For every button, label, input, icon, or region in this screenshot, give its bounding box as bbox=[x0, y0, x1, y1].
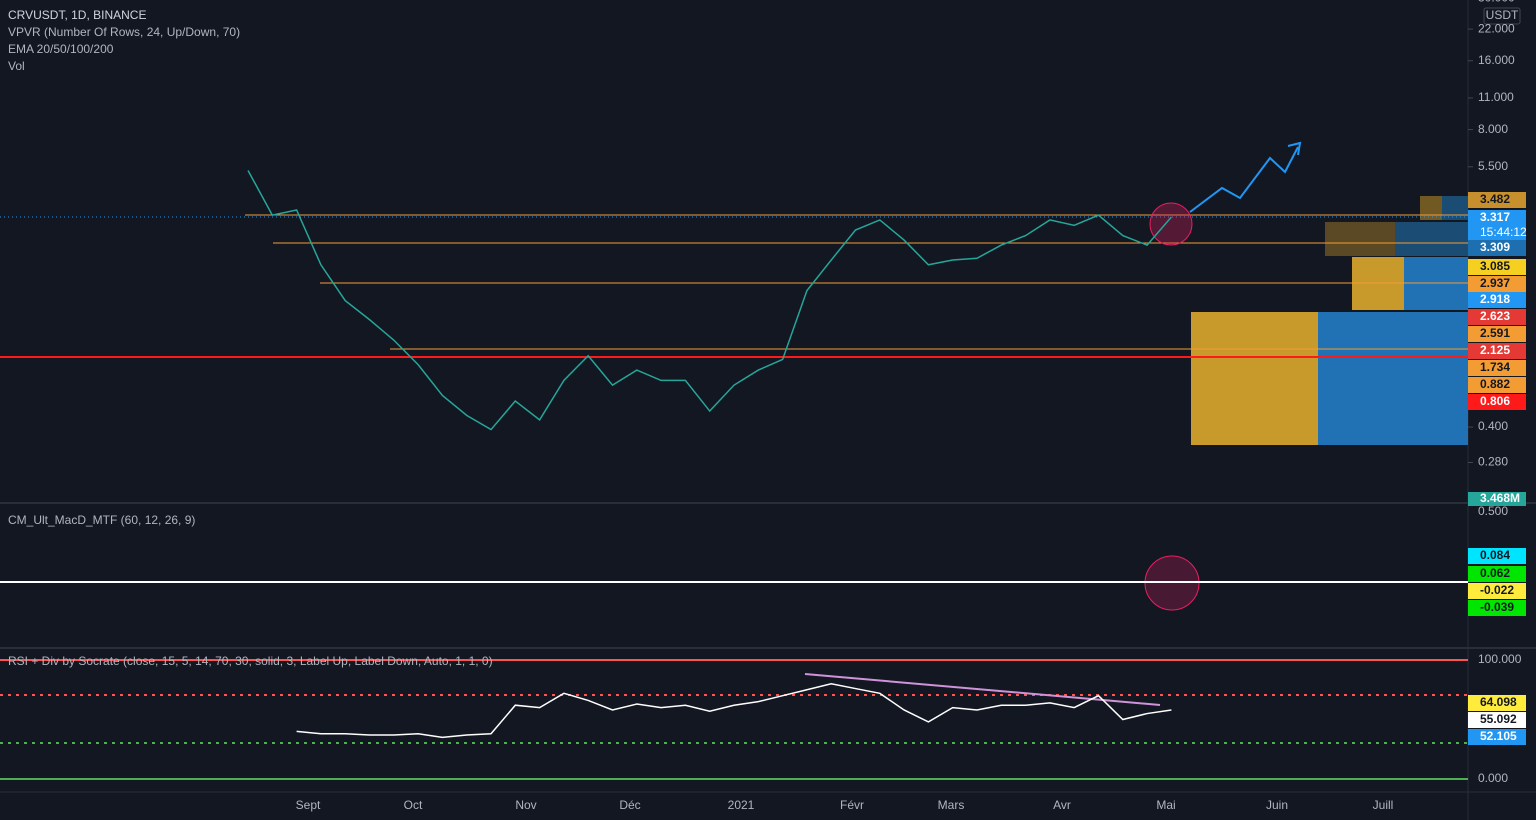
currency: USDT bbox=[1486, 8, 1519, 22]
macd-axis-label: 0.500 bbox=[1478, 504, 1508, 518]
price-badge bbox=[1468, 276, 1526, 292]
price-badge-label: 64.098 bbox=[1480, 695, 1517, 709]
time-label: Nov bbox=[515, 798, 536, 812]
price-badge bbox=[1468, 309, 1526, 325]
price-badge bbox=[1468, 377, 1526, 393]
price-badge bbox=[1468, 583, 1526, 599]
price-badge bbox=[1468, 240, 1526, 256]
time-label: Sept bbox=[296, 798, 321, 812]
price-badge-label: 2.623 bbox=[1480, 309, 1510, 323]
rsi-title: RSI + Div by Socrate (close, 15, 5, 14, … bbox=[8, 654, 493, 668]
vpvr-row bbox=[1325, 222, 1395, 256]
divergence-line bbox=[804, 673, 1161, 706]
price-badge-label: -0.039 bbox=[1480, 600, 1514, 614]
price-line bbox=[247, 170, 1172, 431]
price-badge bbox=[1468, 360, 1526, 376]
study-label: EMA 20/50/100/200 bbox=[8, 42, 114, 56]
price-badge-label: 2.918 bbox=[1480, 292, 1510, 306]
rsi-tick-label: 0.000 bbox=[1478, 771, 1508, 785]
price-tick-label: 16.000 bbox=[1478, 53, 1515, 67]
price-badge-label: 0.806 bbox=[1480, 394, 1510, 408]
price-badge-label: 0.084 bbox=[1480, 548, 1510, 562]
countdown: 15:44:12 bbox=[1480, 225, 1527, 239]
price-badge-label: 0.062 bbox=[1480, 566, 1510, 580]
time-label: Mai bbox=[1156, 798, 1175, 812]
price-badge-label: 3.317 bbox=[1480, 210, 1510, 224]
price-badge bbox=[1468, 695, 1526, 711]
price-tick-label: 30.000 bbox=[1478, 0, 1515, 4]
price-badge bbox=[1468, 712, 1526, 728]
price-badge bbox=[1468, 600, 1526, 616]
arrow-head bbox=[1287, 141, 1302, 156]
time-label: Déc bbox=[619, 798, 640, 812]
price-badge-label: 3.468M bbox=[1480, 491, 1520, 505]
study-label: VPVR (Number Of Rows, 24, Up/Down, 70) bbox=[8, 25, 240, 39]
price-badge-label: 55.092 bbox=[1480, 712, 1517, 726]
time-label: Juin bbox=[1266, 798, 1288, 812]
price-badge-label: 2.591 bbox=[1480, 326, 1510, 340]
price-badge-label: 0.882 bbox=[1480, 377, 1510, 391]
price-badge bbox=[1468, 210, 1526, 240]
price-badge bbox=[1468, 326, 1526, 342]
price-badge-label: 1.734 bbox=[1480, 360, 1510, 374]
price-badge bbox=[1468, 259, 1526, 275]
price-badge bbox=[1468, 394, 1526, 410]
currency-badge bbox=[1483, 7, 1521, 25]
price-badge-label: -0.022 bbox=[1480, 583, 1514, 597]
vpvr-row bbox=[1191, 312, 1318, 445]
vpvr-row bbox=[1318, 312, 1468, 445]
price-badge bbox=[1468, 192, 1526, 208]
symbol-title: CRVUSDT, 1D, BINANCE bbox=[8, 8, 146, 22]
rsi-line bbox=[296, 683, 1172, 739]
price-tick-label: 22.000 bbox=[1478, 21, 1515, 35]
time-label: Avr bbox=[1053, 798, 1071, 812]
time-label: Févr bbox=[840, 798, 864, 812]
price-badge bbox=[1468, 492, 1526, 506]
price-badge bbox=[1468, 566, 1526, 582]
vpvr-row bbox=[1420, 196, 1442, 220]
price-badge-label: 3.085 bbox=[1480, 259, 1510, 273]
time-label: 2021 bbox=[728, 798, 755, 812]
rsi-tick-label: 100.000 bbox=[1478, 652, 1522, 666]
price-tick-label: 0.280 bbox=[1478, 455, 1508, 469]
time-label: Juill bbox=[1373, 798, 1394, 812]
highlight-circle bbox=[1149, 202, 1193, 246]
vpvr-row bbox=[1395, 222, 1468, 256]
time-label: Oct bbox=[404, 798, 423, 812]
price-tick-label: 0.400 bbox=[1478, 419, 1508, 433]
price-badge bbox=[1468, 548, 1526, 564]
study-label: Vol bbox=[8, 59, 25, 73]
price-badge bbox=[1468, 343, 1526, 359]
price-badge bbox=[1468, 292, 1526, 308]
macd-title: CM_Ult_MacD_MTF (60, 12, 26, 9) bbox=[8, 513, 195, 527]
vpvr-row bbox=[1442, 196, 1468, 220]
price-badge-label: 3.309 bbox=[1480, 240, 1510, 254]
price-badge-label: 2.937 bbox=[1480, 276, 1510, 290]
time-label: Mars bbox=[938, 798, 965, 812]
price-badge-label: 2.125 bbox=[1480, 343, 1510, 357]
price-badge bbox=[1468, 729, 1526, 745]
price-badge-label: 52.105 bbox=[1480, 729, 1517, 743]
price-tick-label: 5.500 bbox=[1478, 159, 1508, 173]
price-tick-label: 11.000 bbox=[1478, 90, 1514, 104]
price-tick-label: 8.000 bbox=[1478, 122, 1508, 136]
price-badge-label: 3.482 bbox=[1480, 192, 1510, 206]
forecast-arrow bbox=[1189, 146, 1299, 213]
